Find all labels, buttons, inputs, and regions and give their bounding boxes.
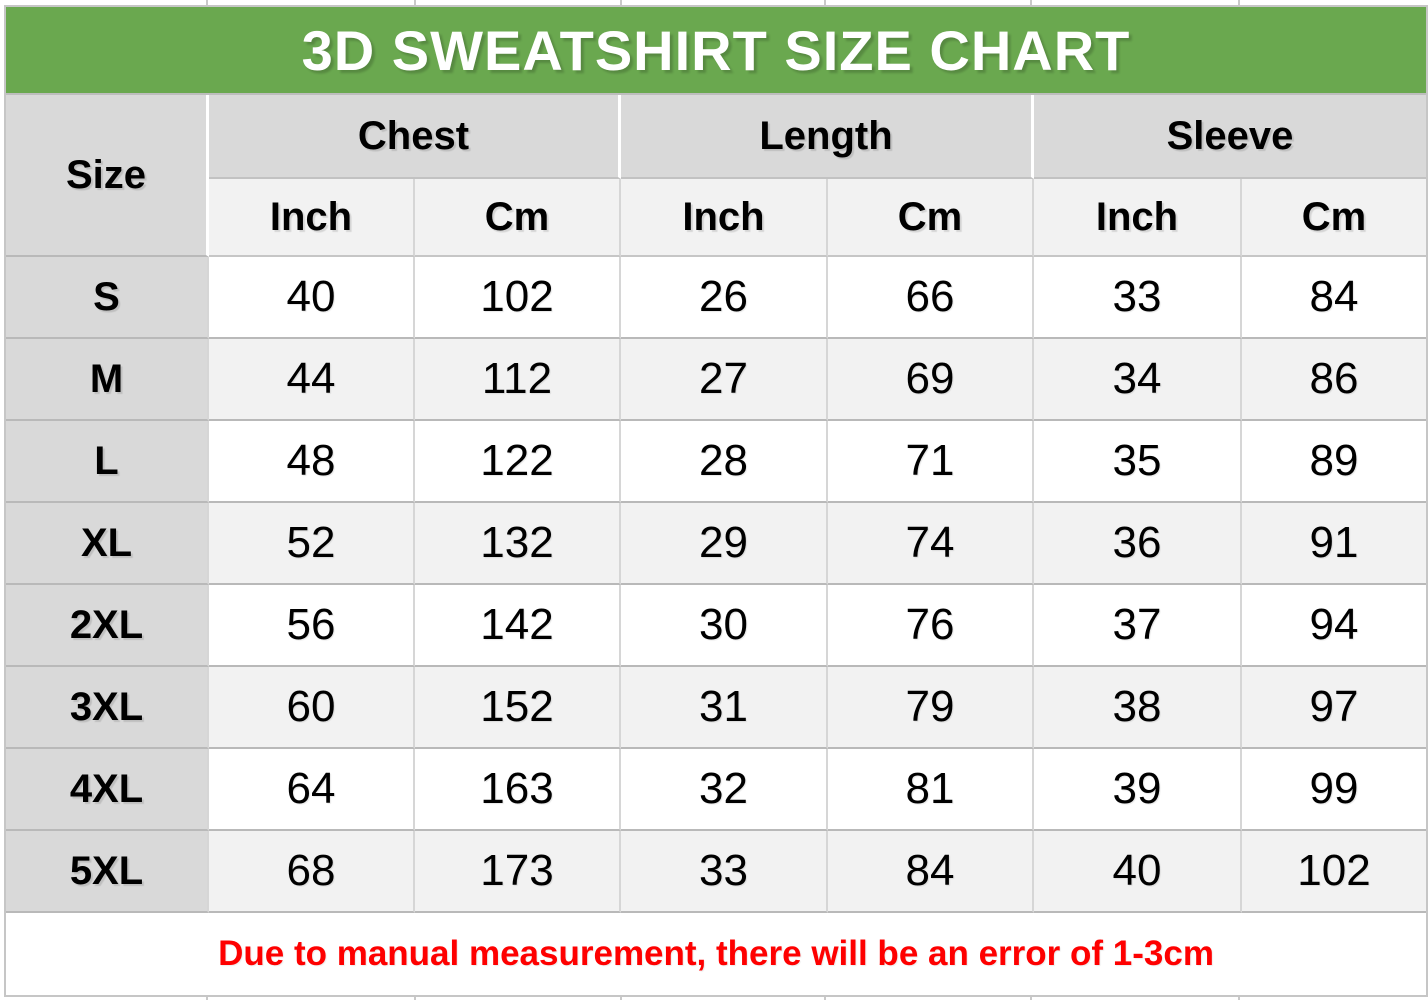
cell-value: 112 [415,339,621,421]
column-group-chest: Chest [209,95,621,179]
size-label: 2XL [6,585,209,667]
unit-header-length-cm: Cm [828,179,1034,257]
cell-value: 35 [1034,421,1242,503]
cell-value: 89 [1242,421,1427,503]
unit-header-sleeve-cm: Cm [1242,179,1427,257]
size-label: S [6,257,209,339]
spreadsheet-grid-strip-top [0,0,1428,5]
gridline-tick [1030,0,1032,5]
cell-value: 163 [415,749,621,831]
cell-value: 29 [621,503,828,585]
cell-value: 26 [621,257,828,339]
cell-value: 152 [415,667,621,749]
cell-value: 40 [209,257,415,339]
cell-value: 86 [1242,339,1427,421]
cell-value: 31 [621,667,828,749]
cell-value: 28 [621,421,828,503]
cell-value: 38 [1034,667,1242,749]
cell-value: 60 [209,667,415,749]
cell-value: 97 [1242,667,1427,749]
gridline-tick [414,997,416,1000]
gridline-tick [620,0,622,5]
cell-value: 84 [828,831,1034,913]
table-row-l: L 48 122 28 71 35 89 [6,421,1427,503]
column-header-size: Size [6,95,209,257]
cell-value: 40 [1034,831,1242,913]
cell-value: 37 [1034,585,1242,667]
cell-value: 122 [415,421,621,503]
cell-value: 52 [209,503,415,585]
size-label: M [6,339,209,421]
gridline-tick [414,0,416,5]
cell-value: 102 [415,257,621,339]
size-label: 3XL [6,667,209,749]
cell-value: 84 [1242,257,1427,339]
gridline-tick [1238,997,1240,1000]
cell-value: 44 [209,339,415,421]
cell-value: 71 [828,421,1034,503]
unit-header-chest-cm: Cm [415,179,621,257]
table-row-2xl: 2XL 56 142 30 76 37 94 [6,585,1427,667]
cell-value: 69 [828,339,1034,421]
cell-value: 27 [621,339,828,421]
cell-value: 68 [209,831,415,913]
cell-value: 132 [415,503,621,585]
cell-value: 99 [1242,749,1427,831]
gridline-tick [620,997,622,1000]
size-label: XL [6,503,209,585]
cell-value: 34 [1034,339,1242,421]
cell-value: 74 [828,503,1034,585]
gridline-tick [1030,997,1032,1000]
chart-title: 3D SWEATSHIRT SIZE CHART [6,7,1427,95]
table-row-4xl: 4XL 64 163 32 81 39 99 [6,749,1427,831]
unit-header-length-inch: Inch [621,179,828,257]
gridline-tick [824,997,826,1000]
gridline-tick [206,997,208,1000]
gridline-tick [824,0,826,5]
cell-value: 81 [828,749,1034,831]
gridline-tick [1238,0,1240,5]
cell-value: 66 [828,257,1034,339]
cell-value: 91 [1242,503,1427,585]
cell-value: 79 [828,667,1034,749]
column-group-length: Length [621,95,1034,179]
cell-value: 64 [209,749,415,831]
cell-value: 33 [1034,257,1242,339]
cell-value: 32 [621,749,828,831]
cell-value: 56 [209,585,415,667]
cell-value: 94 [1242,585,1427,667]
table-row-m: M 44 112 27 69 34 86 [6,339,1427,421]
unit-header-sleeve-inch: Inch [1034,179,1242,257]
cell-value: 33 [621,831,828,913]
size-chart-table: 3D SWEATSHIRT SIZE CHART Size Chest Leng… [4,5,1428,997]
cell-value: 76 [828,585,1034,667]
table-row-s: S 40 102 26 66 33 84 [6,257,1427,339]
unit-header-chest-inch: Inch [209,179,415,257]
cell-value: 48 [209,421,415,503]
measurement-note: Due to manual measurement, there will be… [6,913,1427,995]
size-label: 5XL [6,831,209,913]
size-label: 4XL [6,749,209,831]
table-row-xl: XL 52 132 29 74 36 91 [6,503,1427,585]
gridline-tick [206,0,208,5]
table-row-3xl: 3XL 60 152 31 79 38 97 [6,667,1427,749]
column-group-sleeve: Sleeve [1034,95,1427,179]
cell-value: 142 [415,585,621,667]
spreadsheet-grid-strip-bottom [0,997,1428,1000]
cell-value: 173 [415,831,621,913]
cell-value: 39 [1034,749,1242,831]
cell-value: 102 [1242,831,1427,913]
table-row-5xl: 5XL 68 173 33 84 40 102 [6,831,1427,913]
size-label: L [6,421,209,503]
cell-value: 30 [621,585,828,667]
cell-value: 36 [1034,503,1242,585]
